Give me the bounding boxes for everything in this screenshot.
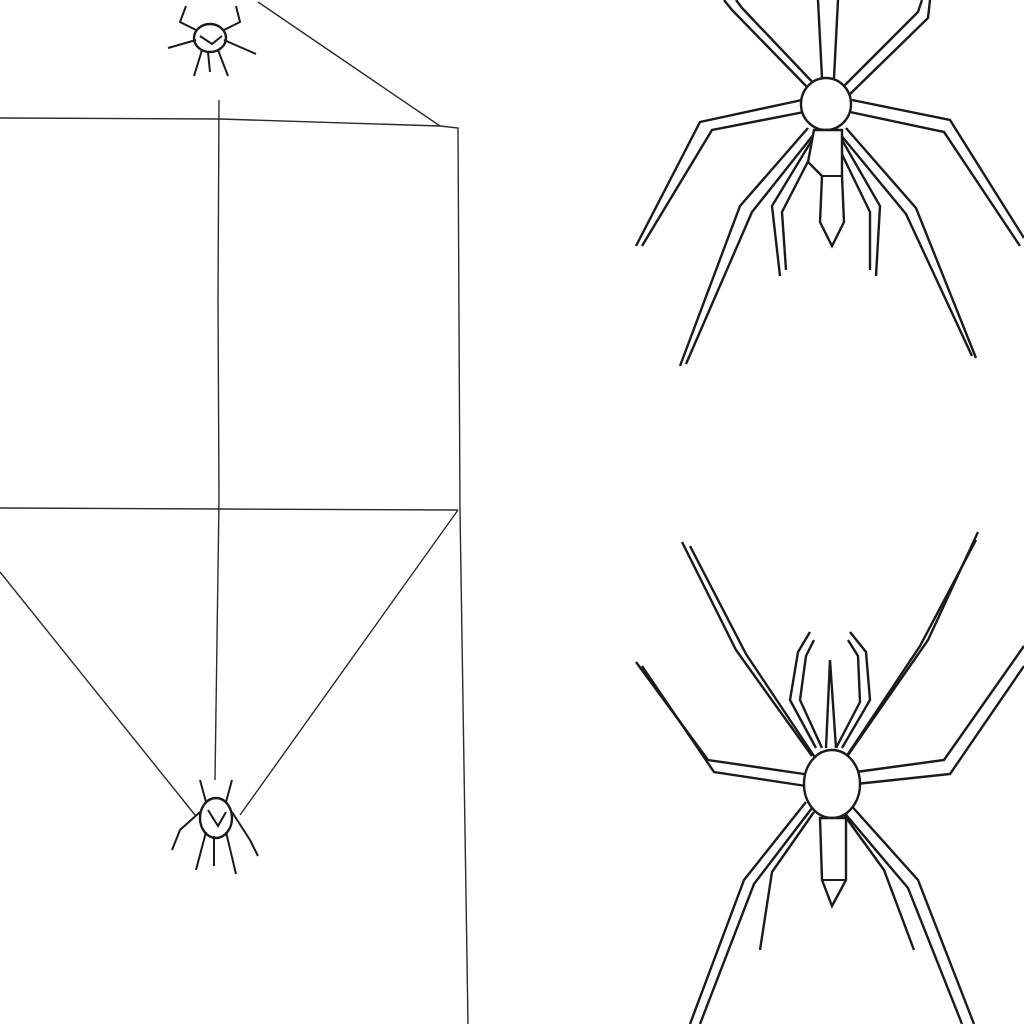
small-spider-top [167, 5, 257, 77]
large-spider-top-body [799, 76, 853, 132]
web-frame [0, 1, 469, 1024]
web-center-thread [214, 99, 220, 781]
web-diagonal-top [257, 1, 441, 127]
web-left-diagonal [0, 571, 196, 816]
web-middle-line [0, 507, 459, 511]
web-right-post [439, 125, 469, 1024]
web-right-diagonal [239, 509, 459, 816]
large-spider-bottom-abdomen [818, 816, 848, 909]
large-spider-top [634, 0, 1024, 367]
large-spider-bottom-body [802, 748, 862, 820]
large-spider-top-abdomen [806, 128, 846, 249]
web-top-line [0, 117, 441, 127]
small-spider-top-body [192, 22, 228, 54]
small-spider-bottom [171, 779, 259, 875]
small-spider-bottom-body [198, 796, 234, 840]
large-spider-bottom [635, 531, 1024, 1024]
